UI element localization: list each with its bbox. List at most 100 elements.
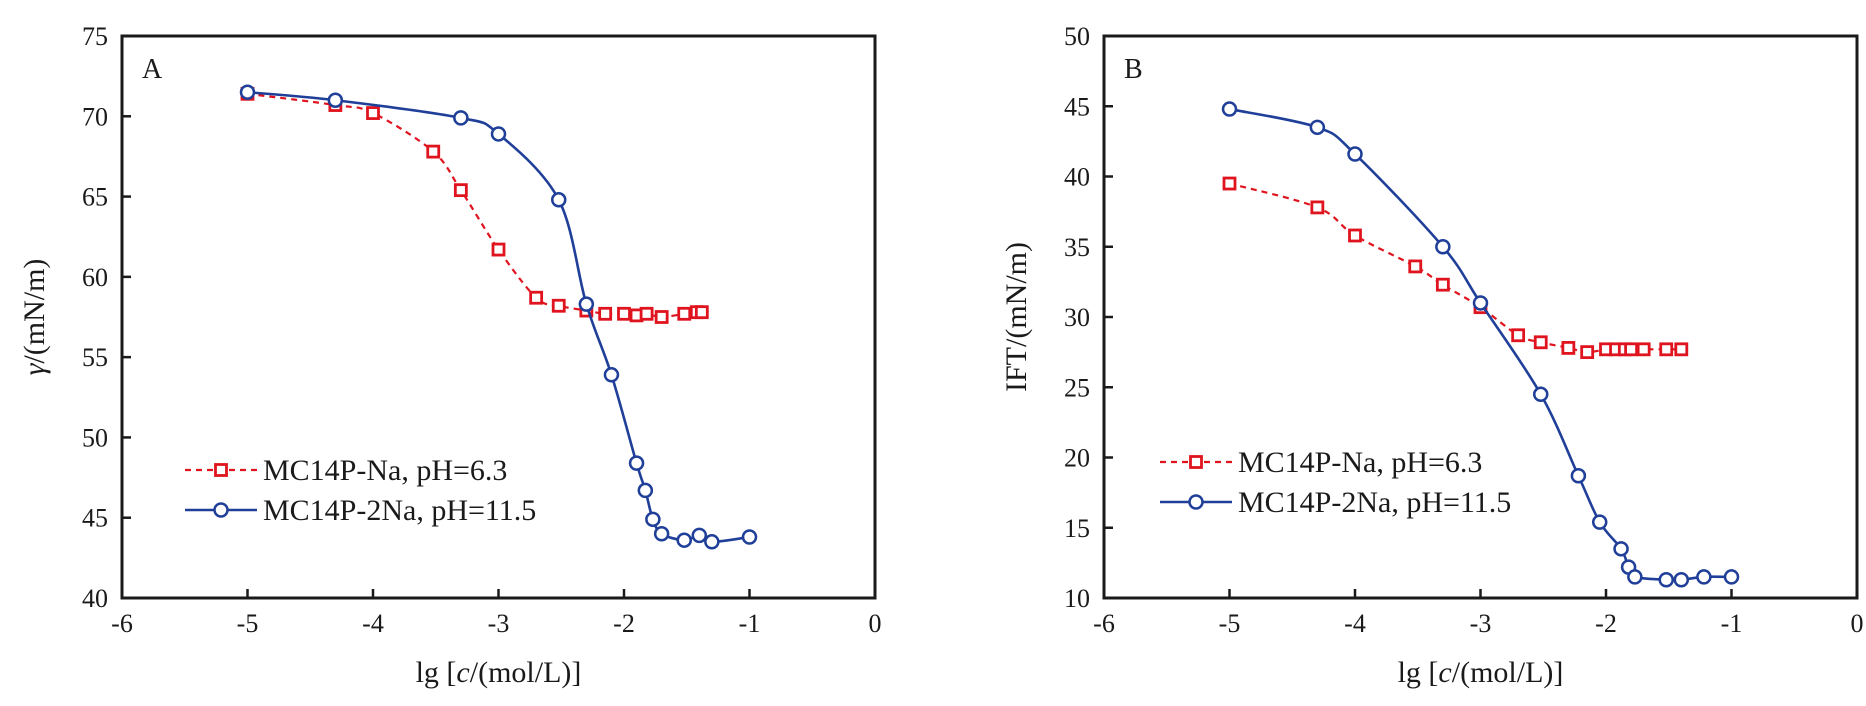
data-point [1532, 386, 1549, 403]
y-tick-label: 55 [82, 343, 108, 372]
y-tick-label: 35 [1064, 233, 1090, 262]
x-axis-label: lg [c/(mol/L)] [1398, 656, 1564, 689]
data-point [1659, 342, 1674, 357]
series-mc14p-na [1222, 176, 1689, 360]
data-point [490, 126, 507, 142]
x-tick-label: -3 [488, 609, 510, 638]
data-point [1310, 200, 1325, 215]
y-tick-label: 50 [82, 423, 108, 452]
data-point [491, 242, 506, 257]
x-axis-label: lg [c/(mol/L)] [416, 656, 582, 689]
x-axis-label-suffix: /(mol/L)] [470, 656, 582, 689]
legend-marker [214, 463, 228, 477]
data-point [1561, 341, 1576, 355]
y-tick-label: 75 [82, 22, 108, 51]
data-point [1674, 342, 1689, 357]
y-tick-label: 25 [1064, 373, 1090, 402]
data-point [1511, 328, 1526, 343]
data-point [1435, 277, 1450, 292]
data-point [453, 110, 469, 126]
data-point [677, 306, 692, 321]
y-tick-label: 10 [1064, 584, 1090, 613]
data-point [366, 106, 380, 120]
y-axis-label: γ/(mN/m) [18, 259, 51, 376]
y-axis-label-unit: /(mN/m) [18, 259, 51, 364]
data-point [1580, 345, 1595, 360]
x-tick-label: -1 [739, 609, 761, 638]
chart-panel-b: -6 -5 -4 -3 -2 -1 0 10 15 20 25 30 35 40 45 50 Blg [c/(m… [1000, 22, 1864, 689]
panel-label: B [1124, 54, 1143, 85]
data-point [1673, 571, 1690, 588]
data-point [639, 306, 654, 321]
y-tick-label: 70 [82, 102, 108, 131]
data-point [1613, 541, 1629, 557]
data-point [1309, 119, 1326, 136]
data-point [578, 296, 595, 312]
y-tick-label: 50 [1064, 22, 1090, 51]
x-tick-label: -4 [1344, 609, 1366, 638]
data-point [1636, 342, 1651, 357]
x-axis-label-suffix: /(mol/L)] [1452, 656, 1564, 689]
y-tick-label: 60 [82, 263, 108, 292]
data-point [598, 306, 613, 321]
series-mc14p-na [240, 86, 709, 324]
x-tick-label: 0 [869, 609, 882, 638]
data-point [551, 298, 566, 313]
series-line [247, 92, 702, 319]
x-tick-label: -2 [1595, 609, 1617, 638]
data-point [1591, 514, 1608, 530]
series-mc14p-2na [1221, 101, 1740, 588]
legend-marker [213, 502, 229, 518]
data-point [676, 532, 692, 548]
x-axis-label-variable: c [1438, 656, 1451, 689]
y-tick-label: 65 [82, 183, 108, 212]
data-point [694, 305, 709, 320]
data-point [1348, 228, 1362, 243]
data-point [1723, 569, 1740, 585]
y-tick-label: 30 [1064, 303, 1090, 332]
y-tick-label: 40 [82, 584, 108, 613]
legend-label: MC14P-Na, pH=6.3 [263, 454, 507, 487]
x-tick-label: -4 [362, 609, 384, 638]
legend-marker [1188, 494, 1204, 510]
x-tick-label: -6 [111, 609, 133, 638]
data-point [645, 511, 661, 528]
data-point [529, 290, 544, 305]
legend-label: MC14P-2Na, pH=11.5 [1238, 486, 1511, 519]
legend-marker [1189, 455, 1203, 469]
data-point [426, 144, 441, 159]
data-point [1435, 239, 1451, 255]
y-axis-label-unit: IFT/(mN/m) [1000, 242, 1033, 392]
legend-label: MC14P-2Na, pH=11.5 [263, 494, 536, 527]
legend-entry: MC14P-2Na, pH=11.5 [185, 494, 536, 527]
data-point [1222, 176, 1237, 191]
data-point [1658, 571, 1674, 588]
legend-entry: MC14P-2Na, pH=11.5 [1160, 486, 1511, 519]
data-point [1472, 295, 1489, 311]
legend-entry: MC14P-Na, pH=6.3 [185, 454, 507, 487]
x-axis-label-variable: c [456, 656, 469, 689]
data-point [704, 534, 720, 550]
data-point [741, 529, 758, 545]
x-tick-label: 0 [1851, 609, 1864, 638]
data-point [603, 367, 620, 383]
data-point [617, 306, 631, 321]
data-point [1347, 146, 1363, 162]
x-tick-label: -2 [613, 609, 635, 638]
data-point [1624, 342, 1638, 357]
y-axis-label: IFT/(mN/m) [1000, 242, 1033, 392]
data-point [239, 84, 256, 100]
chart-panel-a: -6 -5 -4 -3 -2 -1 0 40 45 50 55 60 65 70 75 Alg [c/(mol… [18, 22, 882, 689]
data-point [1696, 569, 1712, 585]
data-point [1221, 101, 1238, 117]
y-tick-label: 20 [1064, 444, 1090, 473]
data-point [691, 527, 708, 544]
y-tick-label: 45 [82, 504, 108, 533]
x-axis-label-prefix: lg [ [416, 656, 457, 689]
y-tick-label: 40 [1064, 163, 1090, 192]
x-tick-label: -6 [1093, 609, 1115, 638]
data-point [1408, 259, 1423, 274]
x-tick-label: -5 [1219, 609, 1241, 638]
y-tick-label: 45 [1064, 92, 1090, 121]
